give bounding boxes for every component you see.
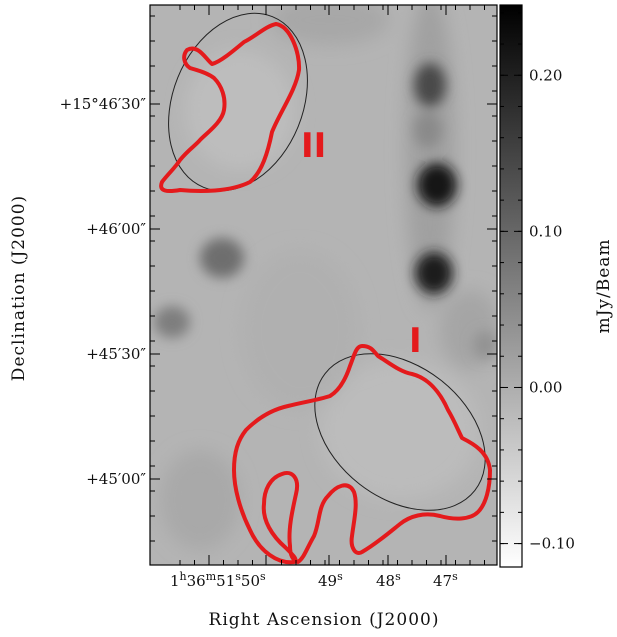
ra-tick-label: 49s <box>318 570 343 590</box>
ra-tick-labels: 1h36m51s50s 49s 48s 47s <box>170 570 458 590</box>
colorbar-label: mJy/Beam <box>594 238 614 333</box>
dec-tick-label: +15°46′30″ <box>60 95 147 113</box>
colorbar-tick-labels: 0.20 0.10 0.00 −0.10 <box>529 66 575 552</box>
colorbar-tick-label: −0.10 <box>529 535 575 553</box>
x-axis-title: Right Ascension (J2000) <box>209 610 440 630</box>
colorbar-tick-label: 0.10 <box>529 222 562 240</box>
dec-tick-label: +46′00″ <box>86 220 146 238</box>
ra-tick-label: 47s <box>433 570 458 590</box>
dec-tick-label: +45′30″ <box>86 345 146 363</box>
region-label-ii: II <box>301 126 326 166</box>
colorbar-tick-label: 0.00 <box>529 378 562 396</box>
sky-image <box>143 0 515 565</box>
colorbar-tick-label: 0.20 <box>529 66 562 84</box>
region-label-i: I <box>409 321 422 361</box>
dec-tick-labels: +15°46′30″ +46′00″ +45′30″ +45′00″ <box>60 95 147 488</box>
dec-tick-label: +45′00″ <box>86 470 146 488</box>
ra-tick-label-first: 1h36m51s50s <box>170 570 266 590</box>
y-axis-title: Declination (J2000) <box>9 195 29 381</box>
colorbar: 0.20 0.10 0.00 −0.10 mJy/Beam <box>500 5 614 567</box>
ra-tick-label: 48s <box>376 570 401 590</box>
colorbar-gradient <box>500 5 522 567</box>
